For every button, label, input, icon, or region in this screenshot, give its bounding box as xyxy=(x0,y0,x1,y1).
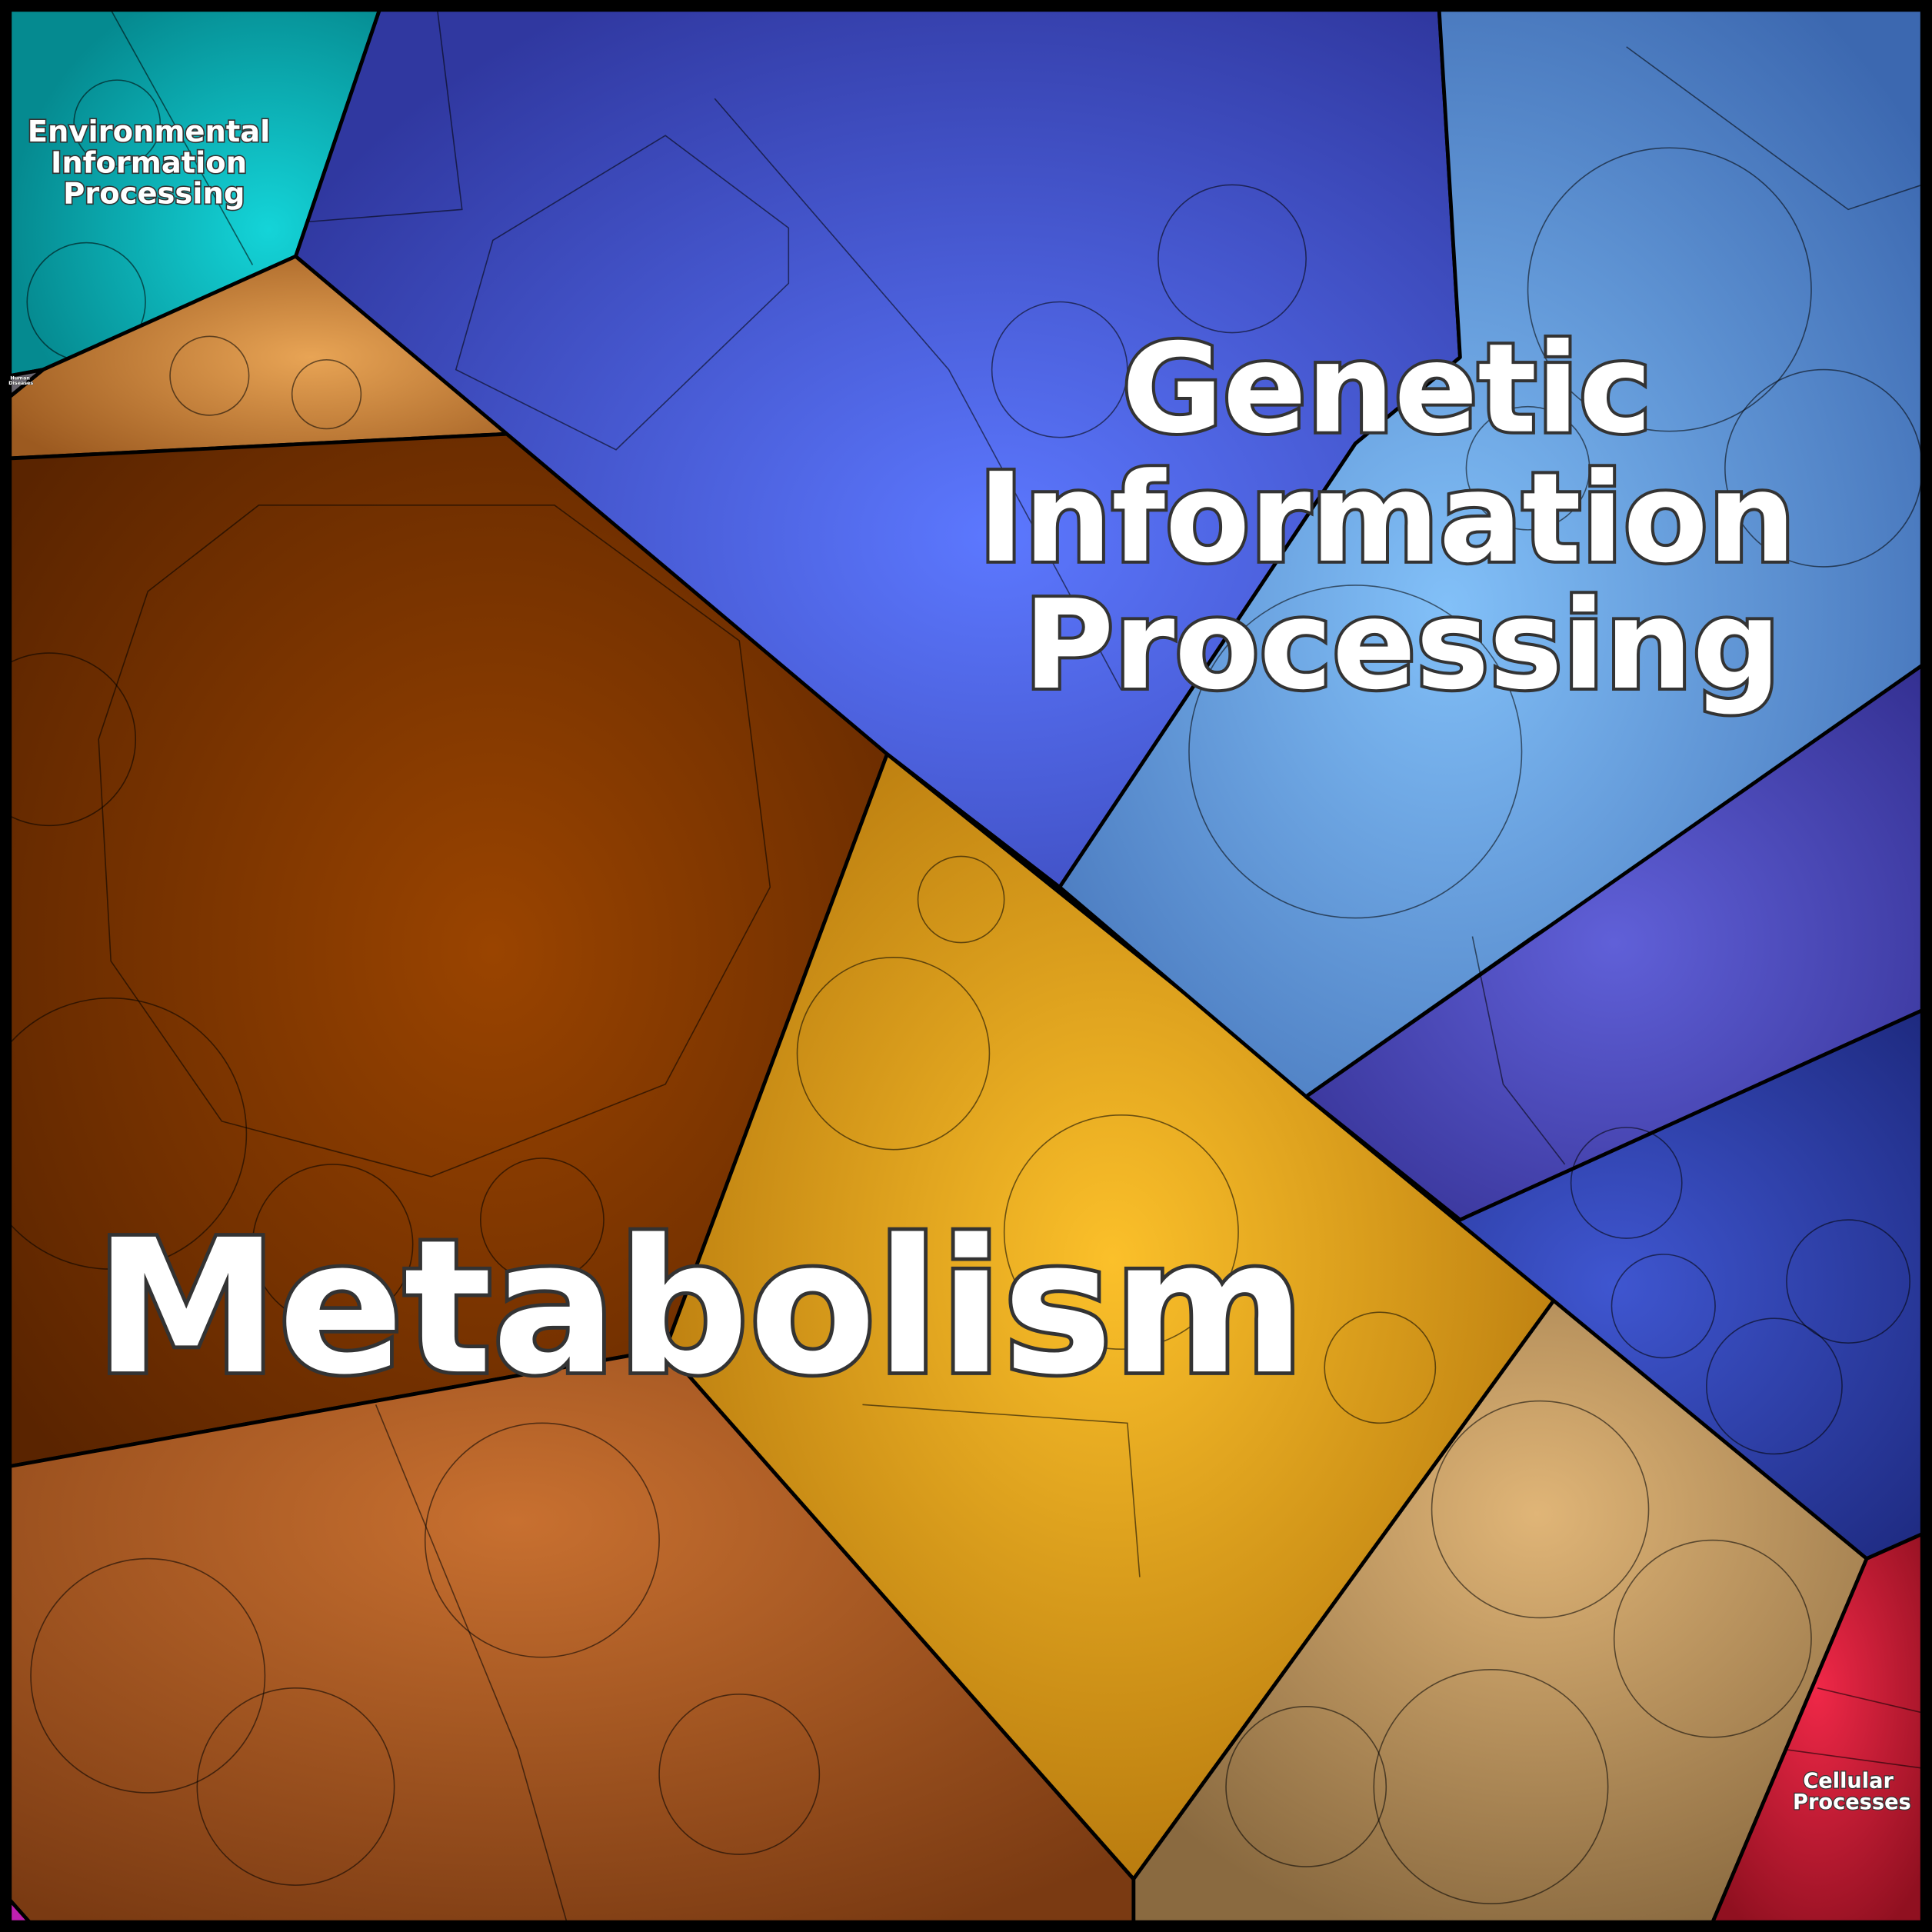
label-cellular-processes: Cellular Processes xyxy=(1793,1770,1911,1814)
label-human-diseases: Human Diseases xyxy=(8,375,33,385)
label-environmental-information-processing: Environmental Information Processing xyxy=(28,115,281,211)
label-metabolism: Metabolism xyxy=(95,1200,1305,1415)
label-genetic-information-processing: Genetic Information Processing xyxy=(978,317,1839,717)
